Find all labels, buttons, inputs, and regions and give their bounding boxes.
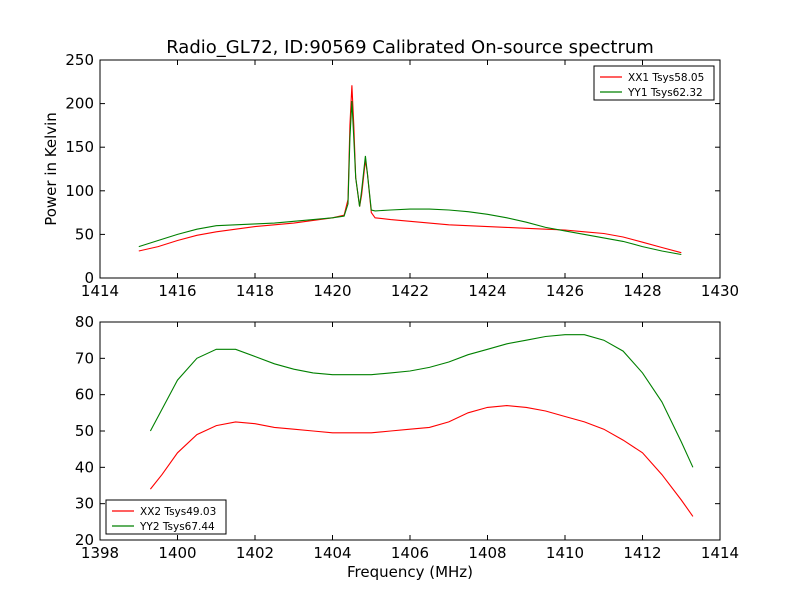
top-legend-label-1: XX1 Tsys58.05: [628, 72, 704, 84]
top-y-tick-label: 250: [65, 51, 94, 69]
bottom-y-tick-label: 70: [75, 349, 94, 367]
top-x-tick-label: 1426: [546, 282, 584, 300]
top-x-tick-label: 1420: [313, 282, 351, 300]
top-y-tick-label: 200: [65, 95, 94, 113]
bottom-y-tick-label: 60: [75, 386, 94, 404]
top-spectrum-panel: 1414 1416 1418 1420 1422 1424 1426 1428 1430 0 50 1…: [65, 51, 739, 300]
bottom-x-tick-label: 1402: [236, 544, 274, 562]
top-y-tick-label: 0: [84, 269, 94, 287]
bottom-legend: XX2 Tsys49.03 YY2 Tsys67.44: [105, 499, 227, 535]
bottom-series-line-1: [149, 405, 694, 517]
top-y-tick-label: 100: [65, 182, 94, 200]
top-x-tick-label: 1422: [391, 282, 429, 300]
bottom-y-tick-label: 30: [75, 495, 94, 513]
bottom-x-tick-label: 1408: [468, 544, 506, 562]
top-legend-box: [593, 65, 715, 101]
bottom-y-tick-label: 40: [75, 458, 94, 476]
bottom-x-tick-label: 1398: [81, 544, 119, 562]
top-x-tick-label: 1416: [158, 282, 196, 300]
top-series-line-1: [138, 85, 682, 254]
bottom-legend-label-1: XX2 Tsys49.03: [140, 506, 216, 518]
bottom-x-tick-label: 1404: [313, 544, 351, 562]
bottom-x-tick-label: 1410: [546, 544, 584, 562]
bottom-x-tick-label: 1414: [701, 544, 739, 562]
top-y-tick-label: 50: [75, 225, 94, 243]
top-legend-label-2: YY1 Tsys62.32: [627, 87, 703, 99]
top-y-tick-label: 150: [65, 138, 94, 156]
x-axis-label: Frequency (MHz): [347, 563, 473, 581]
bottom-series-line-2: [149, 334, 694, 468]
top-x-tick-label: 1428: [623, 282, 661, 300]
bottom-spectrum-panel: 1398 1400 1402 1404 1406 1408 1410 1412 1414 20 30…: [75, 313, 739, 562]
bottom-x-tick-label: 1406: [391, 544, 429, 562]
bottom-y-tick-label: 50: [75, 422, 94, 440]
bottom-x-tick-label: 1400: [158, 544, 196, 562]
bottom-y-tick-label: 20: [75, 531, 94, 549]
top-x-tick-label: 1424: [468, 282, 506, 300]
top-x-tick-label: 1418: [236, 282, 274, 300]
bottom-legend-label-2: YY2 Tsys67.44: [139, 521, 215, 533]
bottom-legend-box: [105, 499, 227, 535]
top-legend: XX1 Tsys58.05 YY1 Tsys62.32: [593, 65, 715, 101]
top-x-tick-label: 1430: [701, 282, 739, 300]
bottom-y-tick-label: 80: [75, 313, 94, 331]
top-x-tick-label: 1414: [81, 282, 119, 300]
bottom-x-tick-label: 1412: [623, 544, 661, 562]
figure-title: Radio_GL72, ID:90569 Calibrated On-sourc…: [166, 37, 654, 58]
top-series-line-2: [138, 100, 682, 256]
top-y-axis-label: Power in Kelvin: [42, 112, 60, 226]
